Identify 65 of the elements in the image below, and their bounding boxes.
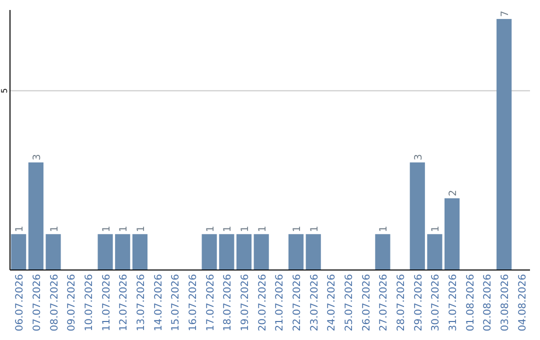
x-tick-label: 24.07.2026 (326, 274, 338, 332)
data-label: 1 (49, 226, 60, 232)
x-tick-label: 15.07.2026 (170, 274, 182, 332)
bar (202, 234, 217, 270)
x-tick-label: 02.08.2026 (482, 274, 494, 332)
x-tick-label: 31.07.2026 (448, 274, 460, 332)
x-tick-label: 23.07.2026 (309, 274, 320, 332)
data-label: 1 (136, 226, 147, 232)
x-tick-label: 01.08.2026 (465, 274, 476, 332)
bar (496, 18, 512, 270)
bar (115, 234, 130, 270)
data-label: 1 (101, 226, 112, 232)
x-tick-label: 03.08.2026 (500, 274, 512, 332)
x-tick-label: 06.07.2026 (14, 274, 26, 332)
x-tick-label: 21.07.2026 (274, 274, 286, 332)
data-label: 3 (32, 154, 43, 160)
x-tick-label: 27.07.2026 (378, 274, 390, 332)
x-tick-label: 18.07.2026 (222, 274, 234, 332)
x-tick-label: 20.07.2026 (257, 274, 268, 332)
x-tick-label: 30.07.2026 (430, 274, 442, 332)
bar (306, 234, 321, 270)
bar (98, 234, 113, 270)
x-tick-label: 07.07.2026 (32, 274, 43, 332)
bar (132, 234, 148, 270)
data-label: 1 (292, 226, 304, 232)
x-tick-label: 22.07.2026 (292, 274, 304, 332)
x-tick-label: 09.07.2026 (66, 274, 78, 332)
data-label: 1 (240, 226, 251, 232)
bar (254, 234, 269, 270)
x-tick-label: 10.07.2026 (84, 274, 95, 332)
bar (46, 234, 61, 270)
bar (219, 234, 234, 270)
x-tick-label: 19.07.2026 (240, 274, 251, 332)
x-tick-label: 26.07.2026 (361, 274, 372, 332)
x-tick-label: 13.07.2026 (136, 274, 147, 332)
x-tick-label: 04.08.2026 (517, 274, 528, 332)
data-label: 1 (222, 226, 234, 232)
data-label: 2 (448, 190, 460, 196)
bar (288, 234, 304, 270)
x-tick-label: 16.07.2026 (188, 274, 199, 332)
x-tick-label: 28.07.2026 (396, 274, 408, 332)
x-tick-label: 14.07.2026 (153, 274, 164, 332)
data-label: 1 (257, 226, 268, 232)
data-label: 1 (430, 226, 442, 232)
data-label: 1 (309, 226, 320, 232)
x-tick-label: 12.07.2026 (118, 274, 130, 332)
x-tick-label: 08.07.2026 (49, 274, 60, 332)
data-label: 1 (205, 226, 216, 232)
data-label: 3 (413, 154, 424, 160)
data-label: 7 (500, 10, 512, 17)
y-tick-label: 5 (0, 88, 9, 94)
bar (375, 234, 390, 270)
bar (11, 234, 26, 270)
bar (236, 234, 252, 270)
data-label: 1 (378, 226, 390, 232)
bar (444, 198, 460, 270)
bar (28, 162, 44, 270)
x-tick-label: 17.07.2026 (205, 274, 216, 332)
bar (410, 162, 425, 270)
bar (427, 234, 442, 270)
x-tick-label: 25.07.2026 (344, 274, 356, 332)
x-tick-label: 11.07.2026 (101, 274, 112, 332)
data-label: 1 (118, 226, 130, 232)
x-tick-label: 29.07.2026 (413, 274, 424, 332)
data-label: 1 (14, 226, 26, 232)
